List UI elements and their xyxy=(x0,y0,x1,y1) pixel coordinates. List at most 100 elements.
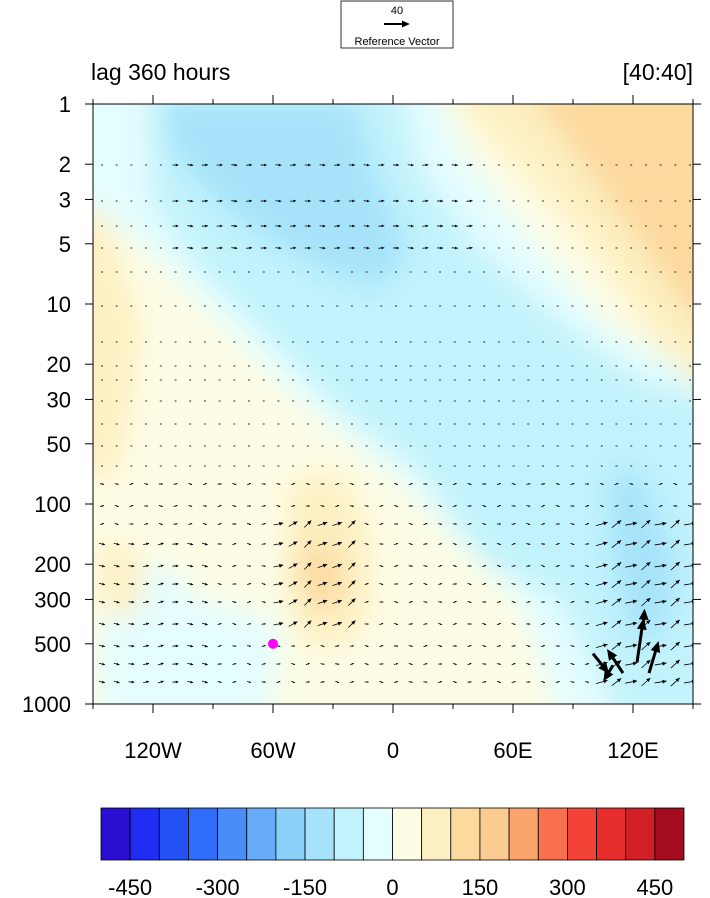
wind-vector-head xyxy=(616,660,622,665)
wind-vector xyxy=(684,645,693,648)
colorbar-box xyxy=(392,807,423,861)
wind-vector-head xyxy=(528,645,531,647)
wind-vector-head xyxy=(263,565,266,567)
wind-vector-head xyxy=(440,523,443,525)
wind-vector-head xyxy=(190,505,193,507)
wind-vector-head xyxy=(366,623,369,625)
wind-vector-head xyxy=(234,663,237,665)
wind-vector-head xyxy=(498,623,501,625)
wind-vector-head xyxy=(425,583,428,585)
wind-vector-head xyxy=(396,246,399,250)
wind-vector-head xyxy=(469,645,472,647)
wind-vector-head xyxy=(616,580,622,585)
wind-vector-head xyxy=(440,199,444,203)
wind-vector-head xyxy=(307,505,310,507)
wind-vector-head xyxy=(263,601,266,603)
wind-vector-head xyxy=(308,163,311,167)
wind-vector-head xyxy=(410,483,413,485)
wind-vector-head xyxy=(410,543,413,545)
wind-vector-head xyxy=(572,483,575,485)
colorbar-tick-label: 0 xyxy=(386,875,398,898)
strong-wind-vector-head xyxy=(607,649,618,661)
wind-vector-head xyxy=(662,643,667,648)
wind-vector-head xyxy=(366,663,369,665)
wind-vector-head xyxy=(175,523,178,525)
wind-vector-head xyxy=(454,505,457,507)
wind-vector-head xyxy=(660,505,663,507)
wind-vector-head xyxy=(116,542,120,546)
wind-vector-head xyxy=(603,621,608,626)
wind-vector-head xyxy=(322,681,325,683)
wind-vector-head xyxy=(292,563,298,568)
colorbar-box xyxy=(479,807,510,861)
wind-vector-head xyxy=(469,583,472,585)
wind-vector-head xyxy=(469,246,473,250)
wind-vector-head xyxy=(292,521,298,526)
wind-vector-head xyxy=(249,199,252,203)
wind-vector-head xyxy=(175,644,179,648)
wind-vector-head xyxy=(308,199,311,203)
y-axis: 1 2 3 5 10 20 30 50 100 200 300 500 1000 xyxy=(22,92,701,717)
colorbar-box xyxy=(625,807,656,861)
wind-vector-head xyxy=(396,199,399,203)
wind-vector-head xyxy=(425,483,428,485)
wind-vector-head xyxy=(278,663,281,665)
wind-vector-head xyxy=(381,246,385,250)
wind-vector-head xyxy=(425,601,428,603)
wind-vector-head xyxy=(513,663,516,665)
wind-vector-head xyxy=(322,199,326,203)
wind-vector-head xyxy=(498,663,501,665)
wind-vector-head xyxy=(263,163,267,167)
wind-vector-head xyxy=(263,681,266,683)
wind-vector-head xyxy=(219,601,222,603)
wind-vector-head xyxy=(484,523,487,525)
wind-vector-head xyxy=(455,246,458,250)
wind-vector-head xyxy=(557,523,560,525)
wind-vector-head xyxy=(603,581,608,586)
wind-vector-head xyxy=(234,583,237,585)
wind-vector-head xyxy=(646,580,651,585)
wind-vector xyxy=(684,583,693,586)
wind-vector-head xyxy=(691,661,693,666)
wind-vector-head xyxy=(307,540,312,545)
wind-vector-head xyxy=(587,543,590,545)
wind-vector-head xyxy=(469,543,472,545)
wind-vector-head xyxy=(234,246,238,250)
wind-vector-head xyxy=(675,619,680,625)
wind-vector-head xyxy=(675,505,678,507)
wind-vector-head xyxy=(190,246,194,250)
wind-vector-head xyxy=(293,163,297,167)
wind-vector-head xyxy=(395,505,398,507)
wind-vector-head xyxy=(616,598,622,603)
wind-vector-head xyxy=(454,523,457,525)
wind-vector-head xyxy=(116,483,119,485)
wind-vector-head xyxy=(469,565,472,567)
wind-vector-head xyxy=(454,645,457,647)
wind-vector-head xyxy=(351,505,354,507)
wind-vector-head xyxy=(351,562,356,567)
wind-vector-head xyxy=(102,622,105,626)
wind-vector-head xyxy=(190,199,194,203)
wind-vector-head xyxy=(646,598,651,603)
wind-vector-head xyxy=(572,565,575,567)
wind-vector-head xyxy=(469,681,472,683)
wind-vector-head xyxy=(337,224,341,228)
wind-vector-head xyxy=(146,600,150,604)
wind-vector xyxy=(684,681,693,684)
wind-vector-head xyxy=(543,601,545,603)
wind-vector-head xyxy=(381,163,385,167)
wind-vector-head xyxy=(160,680,164,684)
wind-vector-head xyxy=(204,564,208,568)
wind-vector-head xyxy=(513,565,516,567)
wind-vector-head xyxy=(542,523,545,525)
wind-vector-head xyxy=(307,483,310,485)
wind-vector-head xyxy=(234,645,237,647)
strong-wind-vectors xyxy=(591,608,661,682)
strong-wind-vector-head xyxy=(638,608,649,621)
wind-vector-head xyxy=(351,598,356,603)
wind-vector-head xyxy=(455,224,458,228)
wind-vector-head xyxy=(219,681,222,683)
wind-vector-head xyxy=(691,541,693,546)
wind-vector-head xyxy=(351,663,354,665)
wind-vector-head xyxy=(675,483,678,485)
